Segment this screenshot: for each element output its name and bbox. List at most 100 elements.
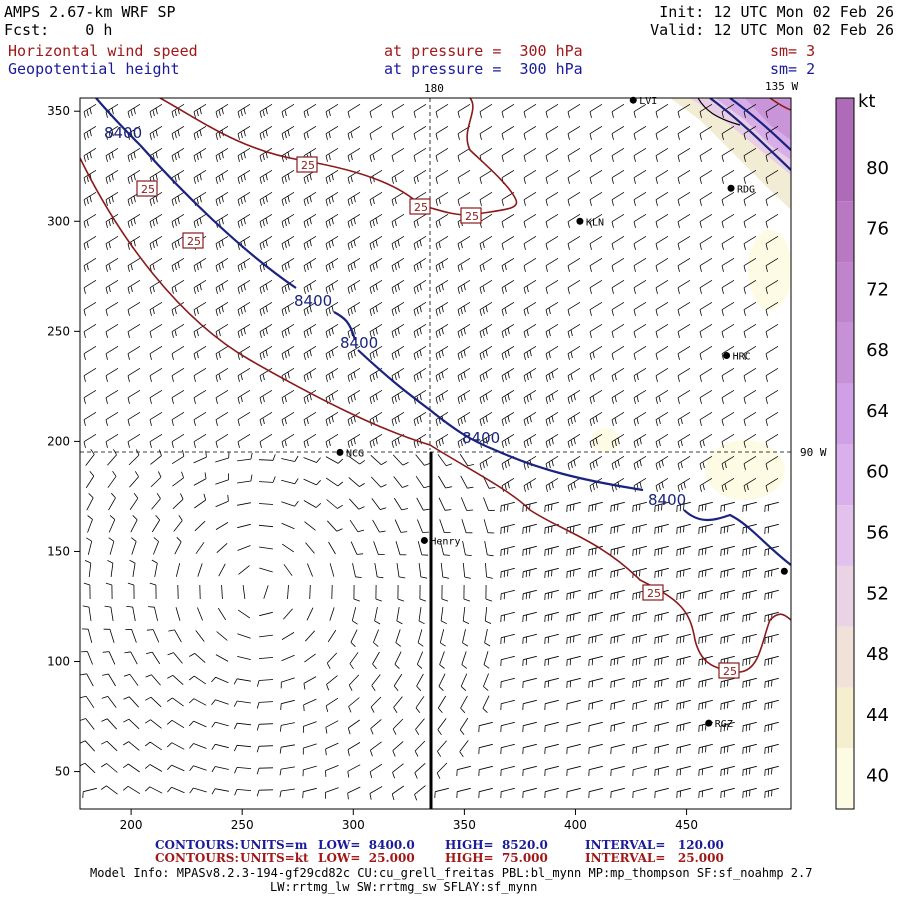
footer-c2-interval: INTERVAL= 25.000 (585, 851, 724, 865)
station-label: Henry (430, 536, 460, 547)
footer-c2-high: HIGH= 75.000 (445, 851, 548, 865)
colorbar-label: 44 (866, 705, 889, 726)
speed-contour-labels: 25 25 25 25 25 25 25 (136, 156, 740, 679)
station-label: KLN (586, 217, 604, 228)
valid-time: Valid: 12 UTC Mon 02 Feb 26 (650, 21, 894, 39)
footer-c1-low: LOW= 8400.0 (318, 838, 415, 852)
field1-name: Horizontal wind speed (8, 42, 198, 60)
field1-smoothing: sm= 3 (770, 42, 816, 60)
height-contours (95, 98, 791, 566)
field2-name: Geopotential height (8, 60, 180, 78)
station-markers: LVI RDG KLN HRC NCG Henry RGZ (336, 96, 788, 730)
station-label: HRC (733, 352, 751, 363)
x-tick-label: 300 (342, 818, 365, 832)
colorbar-label: 64 (866, 401, 889, 422)
height-label: 8400 (462, 429, 500, 447)
height-label: 8400 (648, 491, 686, 509)
colorbar-label: 76 (866, 219, 889, 240)
height-contour-labels: 8400 8400 8400 8400 8400 (104, 124, 686, 509)
colorbar-label: 72 (866, 279, 889, 300)
colorbar-swatch (836, 201, 854, 263)
field1-level: at pressure = 300 hPa (384, 42, 583, 60)
station-dot (705, 719, 713, 727)
lon-label-135w: 135 W (765, 80, 798, 93)
station-label: LVI (639, 96, 657, 107)
footer-c1-label: CONTOURS: (155, 838, 239, 852)
init-time: Init: 12 UTC Mon 02 Feb 26 (659, 3, 894, 21)
y-tick-label: 350 (47, 104, 70, 118)
barb-field (80, 103, 779, 801)
colorbar-swatch (836, 626, 854, 688)
colorbar-swatch (836, 98, 854, 202)
speed-label: 25 (414, 201, 428, 214)
y-tick-label: 300 (47, 214, 70, 228)
y-axis: 50 100 150 200 250 300 350 (47, 104, 80, 779)
y-tick-label: 100 (47, 655, 70, 669)
height-label: 8400 (340, 334, 378, 352)
y-tick-label: 150 (47, 544, 70, 558)
forecast-hour: Fcst: 0 h (4, 21, 113, 39)
footer-c1-interval: INTERVAL= 120.00 (585, 838, 724, 852)
model-title: AMPS 2.67-km WRF SP (4, 3, 176, 21)
station-dot (629, 96, 637, 104)
lon-label-90w: 90 W (800, 446, 827, 459)
colorbar-swatch (836, 687, 854, 749)
colorbar-swatch (836, 748, 854, 809)
station-label: RDG (737, 184, 755, 195)
colorbar-swatch (836, 383, 854, 445)
colorbar-label: 80 (866, 158, 889, 179)
colorbar-swatch (836, 444, 854, 506)
footer-c2-units: UNITS=kt (240, 851, 309, 865)
footer-c1-high: HIGH= 8520.0 (445, 838, 548, 852)
wind-barbs (80, 103, 779, 801)
wind-speed-shading (591, 98, 791, 500)
x-tick-label: 250 (231, 818, 254, 832)
x-tick-label: 350 (453, 818, 476, 832)
station-label: RGZ (715, 719, 733, 730)
x-axis: 200 250 300 350 400 450 (120, 809, 698, 832)
colorbar-label: 48 (866, 644, 889, 665)
x-tick-label: 450 (675, 818, 698, 832)
field2-smoothing: sm= 2 (770, 60, 816, 78)
field2-level: at pressure = 300 hPa (384, 60, 583, 78)
colorbar: 40 44 48 52 56 60 64 68 72 76 80 (835, 97, 889, 810)
colorbar-swatch (836, 505, 854, 566)
height-label: 8400 (294, 292, 332, 310)
lon-label-180: 180 (424, 82, 444, 95)
speed-label: 25 (723, 665, 737, 678)
footer-c2-label: CONTOURS: (155, 851, 239, 865)
station-label: NCG (346, 448, 364, 459)
y-tick-label: 250 (47, 324, 70, 338)
station-dot (780, 567, 788, 575)
model-info-physics: LW:rrtmg_lw SW:rrtmg_sw SFLAY:sf_mynn (270, 880, 538, 894)
colorbar-label: 52 (866, 583, 889, 604)
station-dot (336, 448, 344, 456)
speed-label: 25 (465, 210, 479, 223)
y-tick-label: 200 (47, 434, 70, 448)
speed-label: 25 (301, 159, 315, 172)
height-label: 8400 (104, 124, 142, 142)
x-tick-label: 400 (564, 818, 587, 832)
speed-label: 25 (647, 587, 661, 600)
plot-frame (79, 97, 792, 810)
coastline (697, 98, 741, 126)
x-tick-label: 200 (120, 818, 143, 832)
colorbar-swatch (836, 565, 854, 627)
colorbar-label: 56 (866, 523, 889, 544)
station-dot (420, 536, 428, 544)
colorbar-label: 68 (866, 340, 889, 361)
station-dot (727, 184, 735, 192)
y-tick-label: 50 (55, 765, 70, 779)
colorbar-label: 40 (866, 766, 889, 787)
colorbar-swatch (836, 262, 854, 323)
colorbar-swatch (836, 322, 854, 384)
colorbar-label: 60 (866, 462, 889, 483)
isotach-contours (80, 98, 791, 673)
station-dot (723, 352, 731, 360)
model-info: Model Info: MPASv8.2.3-194-gf29cd82c CU:… (90, 866, 813, 880)
footer-c1-units: UNITS=m (240, 838, 308, 852)
speed-label: 25 (141, 183, 155, 196)
colorbar-unit: kt (858, 91, 875, 112)
station-dot (576, 217, 584, 225)
